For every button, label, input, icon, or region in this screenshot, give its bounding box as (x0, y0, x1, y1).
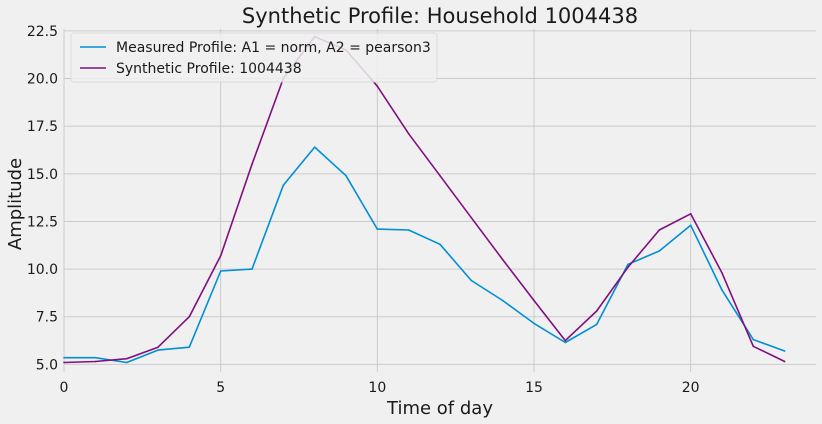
data-point (501, 258, 504, 261)
data-point (533, 299, 535, 302)
data-point (627, 266, 629, 268)
legend-label-measured: Measured Profile: A1 = norm, A2 = pearso… (116, 40, 431, 56)
y-tick-label: 12.5 (27, 214, 58, 230)
data-point (251, 268, 253, 270)
y-tick-label: 7.5 (36, 310, 58, 326)
x-tick-label: 0 (60, 380, 69, 396)
data-point (407, 133, 410, 135)
x-tick-label: 20 (682, 380, 700, 396)
data-point (783, 350, 786, 352)
grid (63, 29, 816, 372)
data-point (219, 254, 222, 257)
legend-box (70, 32, 438, 83)
legend: Measured Profile: A1 = norm, A2 = pearso… (70, 32, 438, 83)
y-tick-label: 5.0 (36, 357, 58, 373)
data-point (564, 341, 567, 344)
data-point (689, 213, 692, 215)
data-point (470, 279, 473, 282)
y-tick-label: 20.0 (27, 72, 58, 88)
data-point (125, 357, 128, 360)
data-point (63, 361, 65, 364)
y-tick-label: 22.5 (27, 24, 58, 40)
x-tick-label: 5 (216, 380, 225, 396)
data-point (752, 338, 755, 341)
data-point (63, 356, 65, 359)
data-point (376, 85, 379, 87)
data-point (658, 250, 661, 252)
data-point (533, 322, 535, 325)
data-point (439, 243, 441, 246)
data-point (94, 360, 97, 363)
data-point (658, 229, 661, 231)
data-point (595, 310, 598, 312)
legend-label-synthetic: Synthetic Profile: 1004438 (116, 61, 302, 77)
data-point (752, 345, 755, 348)
y-tick-labels: 5.0 7.5 10.0 12.5 15.0 17.5 20.0 22.5 (27, 24, 58, 373)
data-point (157, 346, 159, 349)
data-point (282, 184, 285, 187)
data-point (157, 349, 159, 351)
data-point (345, 174, 347, 177)
data-point (251, 163, 253, 166)
series-line-synthetic (63, 35, 786, 364)
data-point (689, 224, 692, 227)
data-point (188, 315, 191, 318)
data-point (376, 228, 379, 230)
x-tick-label: 15 (525, 380, 543, 396)
data-point (407, 229, 410, 231)
data-point (564, 339, 567, 342)
y-tick-label: 17.5 (27, 119, 58, 135)
y-tick-label: 15.0 (27, 167, 58, 183)
chart-title: Synthetic Profile: Household 1004438 (242, 4, 638, 28)
data-point (219, 270, 222, 272)
data-point (721, 289, 723, 291)
y-axis-label: Amplitude (5, 158, 26, 250)
data-point (721, 272, 723, 274)
data-point (595, 323, 598, 326)
data-point (783, 360, 786, 363)
x-tick-label: 10 (368, 380, 386, 396)
x-axis-label: Time of day (386, 398, 493, 419)
series-line-measured (64, 146, 785, 364)
data-point (125, 361, 128, 364)
data-point (188, 346, 191, 349)
x-tick-labels: 0 5 10 15 20 (60, 380, 700, 396)
data-point (94, 356, 97, 359)
data-point (313, 146, 316, 148)
data-point (627, 263, 629, 266)
data-point (501, 299, 504, 302)
data-point (439, 174, 441, 177)
data-point (470, 216, 473, 219)
y-tick-label: 10.0 (27, 262, 58, 278)
